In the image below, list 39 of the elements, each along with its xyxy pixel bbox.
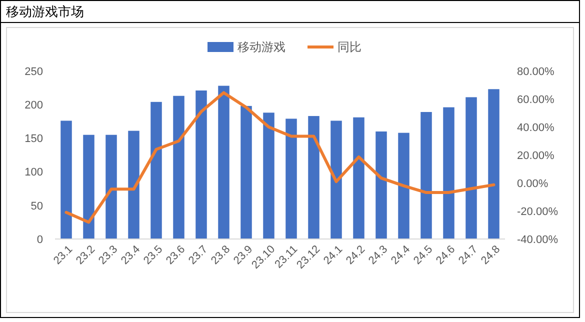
bar [376, 131, 387, 239]
bar [83, 134, 94, 239]
bar [106, 134, 117, 239]
bar [398, 132, 410, 239]
y2-tick-label: -20.00% [517, 206, 558, 218]
bar [420, 112, 432, 239]
bar [353, 117, 364, 239]
y2-tick-label: 20.00% [517, 150, 555, 162]
y2-tick-label: -40.00% [517, 234, 558, 246]
x-tick-label: 23.1 [51, 243, 76, 267]
bar [488, 89, 500, 239]
legend-label: 同比 [338, 40, 362, 54]
bar [218, 86, 230, 239]
bar [60, 120, 72, 239]
bar [443, 107, 454, 239]
bar [286, 118, 297, 239]
y2-tick-label: 60.00% [517, 94, 555, 106]
bar [128, 130, 140, 239]
line-series [64, 91, 496, 224]
y-tick-label: 50 [30, 200, 43, 212]
y-tick-label: 100 [24, 166, 43, 179]
bar [330, 120, 342, 239]
y-tick-label: 0 [36, 234, 43, 246]
bar [173, 96, 184, 239]
bar [196, 90, 207, 239]
y-tick-label: 200 [24, 99, 43, 112]
bar [308, 116, 320, 239]
bar [240, 106, 252, 239]
y-tick-label: 250 [24, 66, 43, 78]
bar [466, 97, 477, 239]
bar [263, 112, 274, 239]
legend-label: 移动游戏 [238, 40, 286, 54]
y2-tick-label: 80.00% [517, 66, 555, 78]
x-tick-label: 24.1 [321, 243, 346, 267]
y2-tick-label: 40.00% [517, 122, 555, 134]
chart-title: 移动游戏市场 [6, 4, 84, 19]
bar [150, 102, 162, 239]
y-tick-label: 150 [24, 133, 43, 146]
y2-tick-label: 0.00% [517, 178, 548, 190]
